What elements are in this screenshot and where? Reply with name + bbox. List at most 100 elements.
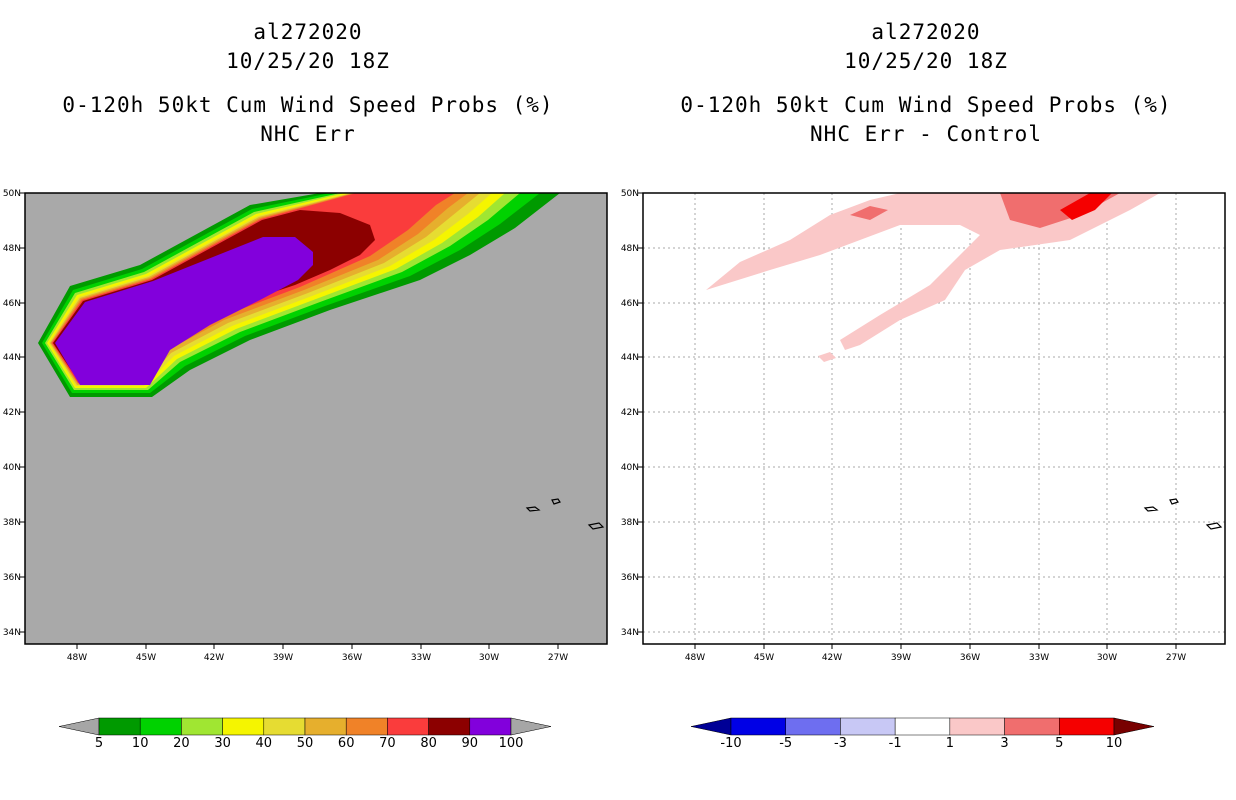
colorbar-segment [840, 717, 896, 736]
colorbar-label: 3 [1000, 736, 1008, 751]
x-tick-label: 48W [685, 653, 705, 663]
y-tick-label: 50N [3, 189, 21, 199]
colorbar-segment [428, 717, 471, 736]
y-tick-label: 50N [621, 189, 639, 199]
diff-band-positive-5 [1060, 193, 1112, 220]
colorbar-label: 5 [95, 736, 103, 751]
island-outline [525, 506, 541, 512]
colorbar-segment [304, 717, 347, 736]
y-tick-label: 44N [3, 353, 21, 363]
colorbar-segment [139, 717, 182, 736]
colorbar-over-arrow [510, 717, 552, 736]
x-tick-label: 30W [1097, 653, 1117, 663]
island-outline [551, 498, 561, 505]
right-map-frame [642, 192, 1226, 645]
colorbar-segment [1059, 717, 1115, 736]
colorbar-label: 80 [420, 736, 437, 751]
colorbar-label: -5 [779, 736, 792, 751]
colorbar-label: 70 [379, 736, 396, 751]
right-map-gridlines [643, 193, 1225, 644]
colorbar-label: -10 [720, 736, 741, 751]
y-tick-label: 34N [621, 628, 639, 638]
y-tick-label: 42N [3, 408, 21, 418]
x-tick-label: 42W [204, 653, 224, 663]
x-tick-label: 33W [411, 653, 431, 663]
prob-band-90 [55, 237, 313, 385]
colorbar-label: 90 [462, 736, 479, 751]
y-tick-label: 42N [621, 408, 639, 418]
colorbar-segment [222, 717, 265, 736]
left-date: 10/25/20 18Z [226, 49, 390, 73]
island-outline [1169, 498, 1179, 505]
colorbar-segment [469, 717, 512, 736]
right-panel-title: al272020 10/25/20 18Z 0-120h 50kt Cum Wi… [646, 18, 1206, 149]
colorbar-label: -3 [834, 736, 847, 751]
x-tick-label: 30W [479, 653, 499, 663]
colorbar-label: -1 [889, 736, 902, 751]
colorbar-segment [785, 717, 841, 736]
colorbar-label: 20 [173, 736, 190, 751]
y-tick-label: 46N [621, 299, 639, 309]
right-date: 10/25/20 18Z [844, 49, 1008, 73]
island-outline [587, 522, 605, 530]
x-tick-label: 27W [1166, 653, 1186, 663]
left-map-frame [24, 192, 608, 645]
left-axis-ticks: 48W 45W 42W 39W 36W 33W 30W 27W 50N 48N 46N 44N 42N 4… [3, 189, 568, 663]
left-panel-title: al272020 10/25/20 18Z 0-120h 50kt Cum Wi… [28, 18, 588, 149]
left-colorbar: 5 10 20 30 40 50 60 70 80 90 100 [58, 717, 552, 751]
colorbar-under-arrow [690, 717, 732, 736]
left-subtitle: NHC Err [260, 122, 356, 146]
colorbar-segment [98, 717, 141, 736]
x-tick-label: 36W [960, 653, 980, 663]
y-tick-label: 36N [3, 573, 21, 583]
colorbar-segment [387, 717, 429, 736]
y-tick-label: 36N [621, 573, 639, 583]
y-tick-label: 38N [621, 518, 639, 528]
left-storm-id: al272020 [253, 20, 363, 44]
island-outline [1205, 522, 1223, 530]
colorbar-label: 1 [946, 736, 954, 751]
island-outline [1143, 506, 1159, 512]
colorbar-segment [730, 717, 786, 736]
left-product-title: 0-120h 50kt Cum Wind Speed Probs (%) [62, 93, 554, 117]
y-tick-label: 40N [621, 463, 639, 473]
colorbar-label: 60 [338, 736, 355, 751]
x-tick-label: 48W [67, 653, 87, 663]
y-tick-label: 48N [621, 244, 639, 254]
right-map: 48W 45W 42W 39W 36W 33W 30W 27W 50N 48N 46N 44N 42N 4… [621, 189, 1226, 663]
colorbar-label: 40 [256, 736, 273, 751]
colorbar-label: 5 [1055, 736, 1063, 751]
x-tick-label: 45W [754, 653, 774, 663]
colorbar-label: 10 [132, 736, 149, 751]
right-colorbar: -10 -5 -3 -1 1 3 5 10 [690, 717, 1155, 751]
colorbar-segment [263, 717, 306, 736]
y-tick-label: 48N [3, 244, 21, 254]
right-product-title: 0-120h 50kt Cum Wind Speed Probs (%) [680, 93, 1172, 117]
right-axis-ticks: 48W 45W 42W 39W 36W 33W 30W 27W 50N 48N 46N 44N 42N 4… [621, 189, 1186, 663]
right-map-background [643, 193, 1225, 644]
right-storm-id: al272020 [871, 20, 981, 44]
colorbar-segment [894, 717, 951, 736]
x-tick-label: 27W [548, 653, 568, 663]
right-subtitle: NHC Err - Control [810, 122, 1042, 146]
diff-band-positive-3 [850, 206, 888, 220]
colorbar-label: 50 [297, 736, 314, 751]
x-tick-label: 39W [891, 653, 911, 663]
colorbar-segment [949, 717, 1005, 736]
x-tick-label: 45W [136, 653, 156, 663]
x-tick-label: 42W [822, 653, 842, 663]
y-tick-label: 40N [3, 463, 21, 473]
y-tick-label: 46N [3, 299, 21, 309]
diff-band-positive-1 [706, 193, 1160, 350]
colorbar-over-arrow [1113, 717, 1155, 736]
colorbar-segment [1004, 717, 1060, 736]
y-tick-label: 44N [621, 353, 639, 363]
y-tick-label: 38N [3, 518, 21, 528]
y-tick-label: 34N [3, 628, 21, 638]
colorbar-segment [181, 717, 223, 736]
x-tick-label: 39W [273, 653, 293, 663]
left-map: 48W 45W 42W 39W 36W 33W 30W 27W 50N 48N 46N 44N 42N 4… [3, 189, 608, 663]
x-tick-label: 36W [342, 653, 362, 663]
colorbar-label: 100 [499, 736, 524, 751]
diff-band-positive-1 [818, 352, 836, 362]
